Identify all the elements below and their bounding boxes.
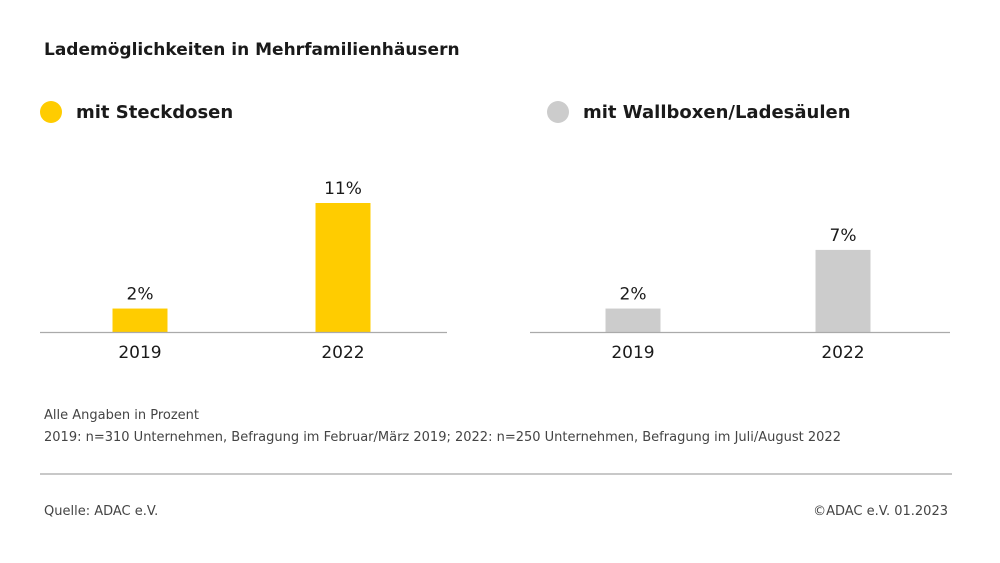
legend-dot-gray [547, 101, 569, 123]
value-label-1-2019: 2% [620, 285, 647, 305]
footer-divider [40, 473, 952, 475]
legend-wallboxen: mit Wallboxen/Ladesäulen [547, 101, 851, 123]
legend-label-steckdosen: mit Steckdosen [76, 101, 234, 123]
value-label-1-2022: 7% [830, 226, 857, 246]
note-units: Alle Angaben in Prozent [44, 408, 199, 423]
value-label-0-2019: 2% [127, 285, 154, 305]
bar-charts: 2% 2019 11% 2022 2% 2019 7% 2022 [40, 179, 950, 363]
x-tick-label-1-2019: 2019 [611, 343, 654, 363]
chart-title: Lademöglichkeiten in Mehrfamilienhäusern [44, 40, 460, 60]
x-tick-label-1-2022: 2022 [821, 343, 864, 363]
legend-steckdosen: mit Steckdosen [40, 101, 233, 123]
bar-0-2019 [112, 308, 168, 332]
legend-dot-yellow [40, 101, 62, 123]
x-tick-label-0-2019: 2019 [118, 343, 161, 363]
source-text: Quelle: ADAC e.V. [44, 504, 159, 519]
bar-1-2019 [605, 308, 661, 332]
bar-1-2022 [815, 249, 871, 332]
note-sample: 2019: n=310 Unternehmen, Befragung im Fe… [44, 430, 841, 445]
legend-label-wallboxen: mit Wallboxen/Ladesäulen [583, 101, 851, 123]
x-tick-label-0-2022: 2022 [321, 343, 364, 363]
value-label-0-2022: 11% [324, 179, 362, 199]
copyright-text: ©ADAC e.V. 01.2023 [813, 504, 948, 519]
bar-0-2022 [315, 203, 371, 332]
